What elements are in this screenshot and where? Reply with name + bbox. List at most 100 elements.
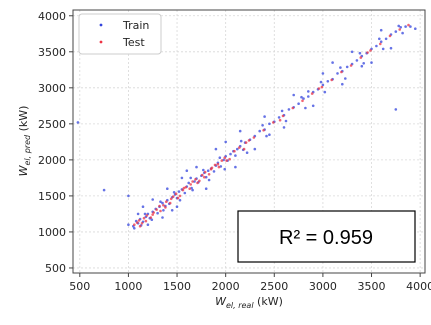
point-train	[214, 147, 218, 151]
point-test	[388, 34, 392, 38]
point-train	[265, 134, 268, 138]
point-train	[218, 156, 222, 159]
point-test	[330, 78, 334, 82]
point-train	[195, 165, 198, 169]
point-train	[185, 169, 189, 172]
legend: Train Test	[78, 13, 162, 55]
point-train	[127, 223, 130, 226]
point-train	[384, 37, 388, 41]
point-train	[339, 66, 342, 69]
point-test	[216, 162, 220, 166]
point-test	[168, 201, 172, 205]
point-train	[239, 139, 243, 143]
point-train	[234, 154, 237, 157]
point-test	[291, 106, 295, 110]
y-ticks: 500 1000 1500 2000 2500 3000 3500 4000	[38, 10, 73, 275]
y-tick-label: 1000	[38, 226, 66, 239]
point-test	[196, 181, 199, 185]
point-test	[137, 219, 141, 222]
point-train	[292, 93, 296, 97]
point-test	[135, 221, 139, 224]
point-train	[127, 194, 130, 198]
point-test	[223, 156, 226, 159]
point-train	[321, 72, 325, 75]
point-train	[381, 47, 385, 51]
point-test	[217, 165, 221, 169]
point-train	[277, 116, 281, 119]
point-train	[177, 190, 181, 193]
y-tick-label: 2500	[38, 118, 66, 131]
point-train	[311, 104, 315, 108]
point-train	[170, 209, 174, 212]
point-test	[165, 200, 168, 203]
point-train	[389, 46, 393, 50]
point-train	[202, 168, 205, 172]
point-train	[399, 26, 403, 29]
y-tick-label: 3000	[38, 82, 66, 95]
point-train	[414, 27, 417, 31]
point-test	[407, 23, 410, 27]
point-train	[162, 209, 165, 212]
point-train	[307, 95, 310, 98]
point-train	[336, 72, 339, 75]
point-train	[234, 165, 237, 169]
x-ticks: 500 1000 1500 2000 2500 3000 3500 4000	[69, 273, 431, 293]
point-train	[302, 97, 305, 100]
x-tick-label: 2500	[260, 280, 288, 293]
y-tick-label: 1500	[38, 190, 66, 203]
point-test	[242, 147, 246, 151]
point-test	[142, 216, 146, 220]
point-train	[297, 102, 300, 105]
point-test	[369, 49, 372, 52]
point-train	[238, 129, 242, 133]
x-tick-label: 1500	[163, 280, 191, 293]
point-train	[191, 188, 194, 192]
point-test	[262, 129, 265, 132]
x-axis-label: Wel, real (kW)	[215, 295, 283, 310]
x-tick-label: 3000	[309, 280, 337, 293]
point-test	[145, 214, 149, 217]
point-test	[213, 163, 217, 167]
point-train	[180, 176, 184, 180]
point-train	[379, 40, 383, 43]
data-points	[76, 23, 417, 230]
point-test	[169, 197, 173, 201]
point-test	[272, 121, 275, 124]
point-test	[155, 208, 158, 211]
point-test	[278, 118, 282, 122]
point-train	[397, 24, 401, 28]
point-train	[401, 31, 404, 35]
y-tick-label: 4000	[38, 10, 66, 23]
point-train	[245, 151, 249, 154]
point-train	[141, 205, 145, 208]
point-test	[203, 175, 206, 179]
point-test	[133, 223, 136, 226]
legend-marker-train	[99, 23, 103, 27]
point-train	[166, 187, 169, 190]
point-test	[349, 64, 353, 67]
point-test	[191, 180, 194, 183]
y-axis-label: Wel, pred (kW)	[17, 106, 32, 177]
r-squared-box	[237, 210, 416, 263]
point-test	[138, 224, 142, 228]
point-train	[161, 201, 164, 205]
legend-marker-test	[99, 40, 103, 44]
point-test	[151, 213, 154, 216]
point-train	[379, 28, 383, 32]
point-train	[344, 77, 347, 80]
x-tick-label: 3500	[358, 280, 386, 293]
point-train	[229, 152, 232, 156]
point-train	[409, 25, 412, 28]
point-train	[326, 80, 330, 83]
point-train	[258, 129, 262, 133]
point-train	[183, 191, 187, 195]
point-test	[317, 87, 321, 90]
point-train	[212, 170, 216, 173]
point-test	[198, 179, 201, 183]
point-train	[133, 227, 136, 230]
point-train	[76, 121, 80, 124]
point-test	[320, 85, 324, 89]
point-test	[398, 28, 402, 31]
point-train	[156, 211, 159, 215]
point-train	[360, 64, 364, 68]
